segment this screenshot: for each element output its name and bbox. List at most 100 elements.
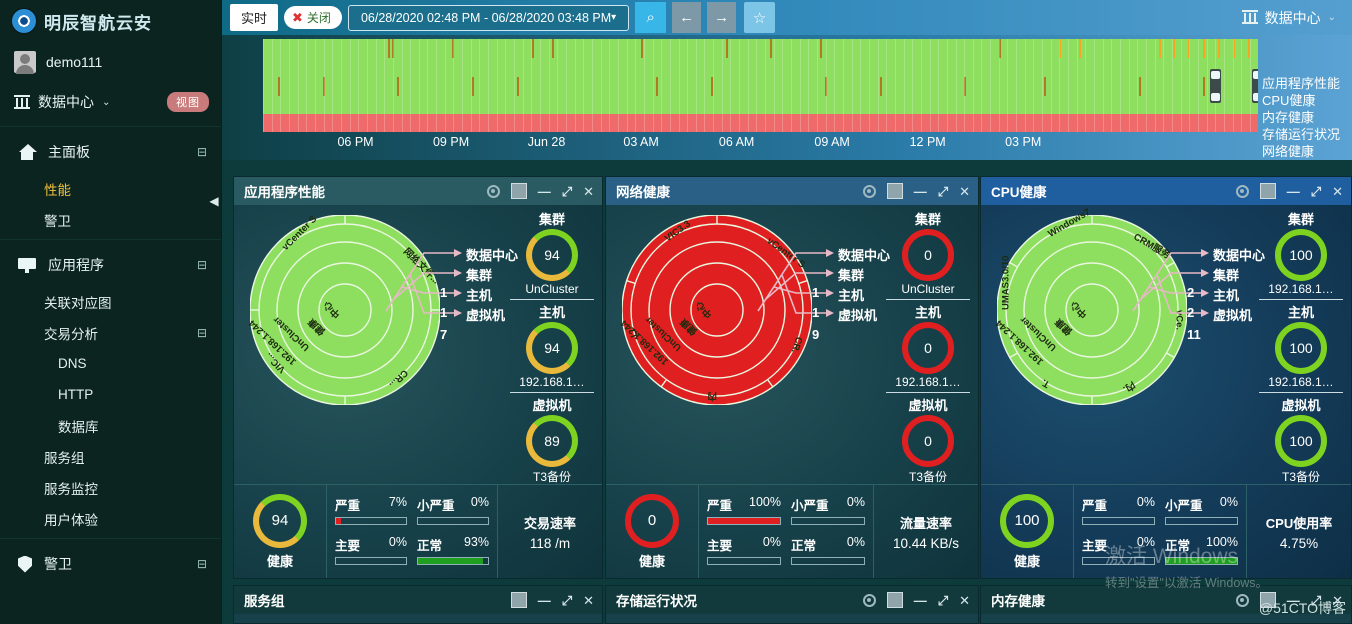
context-label: 数据中心	[1264, 9, 1321, 26]
sidebar-item-label: HTTP	[58, 387, 94, 402]
expand-icon[interactable]: ⤢	[1310, 183, 1322, 199]
close-icon[interactable]: ✕	[583, 183, 594, 199]
sidebar-group-警卫[interactable]: 警卫 ⊟	[0, 543, 221, 585]
timeline-plot[interactable]	[263, 39, 1258, 132]
gauge-ring[interactable]: 89	[526, 415, 578, 467]
back-button[interactable]: ←	[672, 2, 702, 33]
health-ring[interactable]: 94	[253, 493, 307, 548]
sidebar-item-服务组[interactable]: 服务组	[0, 441, 221, 472]
gauge-ring[interactable]: 100	[1275, 322, 1327, 374]
minimize-icon[interactable]: —	[1286, 183, 1300, 199]
square-icon[interactable]	[510, 592, 527, 608]
sunburst-wrap[interactable]: 中心 健康 UnCluster 192.168.1.244 网络文件... CR... VI…	[247, 214, 441, 406]
sidebar-item-数据库[interactable]: 数据库	[0, 410, 221, 441]
sidebar-item-服务监控[interactable]: 服务监控	[0, 472, 221, 503]
timeline-range-handle[interactable]	[1210, 69, 1222, 103]
timeline-legend-item[interactable]: CPU健康	[1262, 93, 1316, 108]
timeline-range-handle[interactable]	[1252, 69, 1258, 103]
bank-icon	[14, 94, 30, 110]
timeline-anomaly-mark	[999, 39, 1002, 58]
target-icon[interactable]	[862, 593, 876, 607]
minimize-icon[interactable]: —	[913, 183, 927, 199]
close-session-button[interactable]: ✖ 关闭	[284, 6, 342, 29]
gauge-ring[interactable]: 0	[902, 322, 954, 374]
view-badge[interactable]: 视图	[167, 92, 209, 112]
sidebar-item-http[interactable]: HTTP	[0, 379, 221, 410]
sidebar-collapse-button[interactable]: ◀	[207, 188, 221, 214]
timeline-gridline	[392, 39, 394, 132]
expand-icon[interactable]: ⤢	[561, 592, 573, 608]
gauge-ring[interactable]: 0	[902, 415, 954, 467]
gauge-ring[interactable]: 94	[526, 322, 578, 374]
close-icon[interactable]: ✕	[1332, 183, 1343, 199]
timeline-legend-item[interactable]: 存储运行状况	[1262, 127, 1341, 142]
expand-icon[interactable]: ⤢	[937, 592, 949, 608]
forward-button[interactable]: →	[707, 2, 737, 33]
timeline-anomaly-mark	[551, 39, 554, 58]
sidebar-item-警卫[interactable]: 警卫	[0, 204, 221, 235]
sunburst-chart[interactable]	[249, 214, 441, 406]
minimize-icon[interactable]: —	[1286, 592, 1300, 608]
sidebar-item-dns[interactable]: DNS	[0, 348, 221, 379]
sidebar-item-交易分析[interactable]: 交易分析 ⊟	[0, 317, 221, 348]
expander-icon[interactable]: ⊟	[196, 557, 207, 571]
timeline-gridline	[522, 39, 524, 132]
health-ring[interactable]: 100	[1000, 493, 1054, 548]
gauge-ring[interactable]: 100	[1275, 229, 1327, 281]
timeline-legend-item[interactable]: 内存健康	[1262, 110, 1315, 125]
expander-icon[interactable]: ⊟	[196, 145, 207, 159]
sidebar-item-关联对应图[interactable]: 关联对应图	[0, 286, 221, 317]
timeline-gridline	[834, 39, 836, 132]
search-button[interactable]: ⌕	[635, 2, 667, 33]
sunburst-wrap[interactable]: 中心 健康 UnCluster 192.168.1.244 vCenter S CR. 内 L…	[619, 214, 813, 406]
sunburst-chart[interactable]	[621, 214, 813, 406]
health-ring[interactable]: 0	[625, 493, 679, 548]
user-row[interactable]: demo111	[0, 42, 221, 82]
square-icon[interactable]	[886, 592, 903, 608]
expander-icon[interactable]: ⊟	[196, 258, 207, 272]
sidebar-group-应用程序[interactable]: 应用程序 ⊟	[0, 244, 221, 286]
close-icon[interactable]: ✕	[583, 592, 594, 608]
target-icon[interactable]	[1235, 593, 1249, 607]
home-icon	[18, 144, 37, 160]
gauge-subtitle: UnCluster	[901, 282, 955, 296]
square-icon[interactable]	[886, 183, 903, 199]
close-icon[interactable]: ✕	[1332, 592, 1343, 608]
expander-icon[interactable]: ⊟	[196, 325, 207, 340]
timeline-gridline	[1111, 39, 1113, 132]
timeline-gridline	[938, 39, 940, 132]
timeline-gridline	[1102, 39, 1104, 132]
sidebar-item-用户体验[interactable]: 用户体验	[0, 503, 221, 534]
minimize-icon[interactable]: —	[913, 592, 927, 608]
context-datacenter-menu[interactable]: 数据中心 ⌄	[1241, 8, 1352, 28]
gauge-ring[interactable]: 0	[902, 229, 954, 281]
target-icon[interactable]	[1235, 184, 1249, 198]
close-label: 关闭	[306, 11, 331, 25]
gauge-ring[interactable]: 100	[1275, 415, 1327, 467]
target-icon[interactable]	[862, 184, 876, 198]
expand-icon[interactable]: ⤢	[937, 183, 949, 199]
timeline-legend-item[interactable]: 应用程序性能	[1262, 76, 1341, 91]
timeline-chart[interactable]: 应用程序性能 CPU健康 内存健康 存储运行状况 网络健康 06 PM 09 PM Jun …	[222, 35, 1352, 160]
timeline-legend-item[interactable]: 网络健康	[1262, 144, 1315, 159]
expand-icon[interactable]: ⤢	[1310, 592, 1322, 608]
square-icon[interactable]	[1259, 592, 1276, 608]
minimize-icon[interactable]: —	[537, 592, 551, 608]
minimize-icon[interactable]: —	[537, 183, 551, 199]
user-name: demo111	[46, 54, 103, 70]
target-icon[interactable]	[486, 184, 500, 198]
expand-icon[interactable]: ⤢	[561, 183, 573, 199]
gauge-ring[interactable]: 94	[526, 229, 578, 281]
sidebar-item-性能[interactable]: 性能	[0, 173, 221, 204]
leader-value: 1	[440, 305, 448, 320]
datacenter-selector[interactable]: 数据中心 ⌄ 视图	[0, 82, 221, 122]
sidebar-group-主面板[interactable]: 主面板 ⊟	[0, 131, 221, 173]
date-range-picker[interactable]: 06/28/2020 02:48 PM - 06/28/2020 03:48 P…	[347, 4, 630, 31]
live-mode-button[interactable]: 实时	[230, 4, 279, 31]
square-icon[interactable]	[510, 183, 527, 199]
favorite-button[interactable]: ☆	[744, 2, 776, 33]
close-icon[interactable]: ✕	[959, 592, 970, 608]
close-icon[interactable]: ✕	[959, 183, 970, 199]
square-icon[interactable]	[1259, 183, 1276, 199]
timeline-anomaly-mark	[820, 39, 823, 58]
